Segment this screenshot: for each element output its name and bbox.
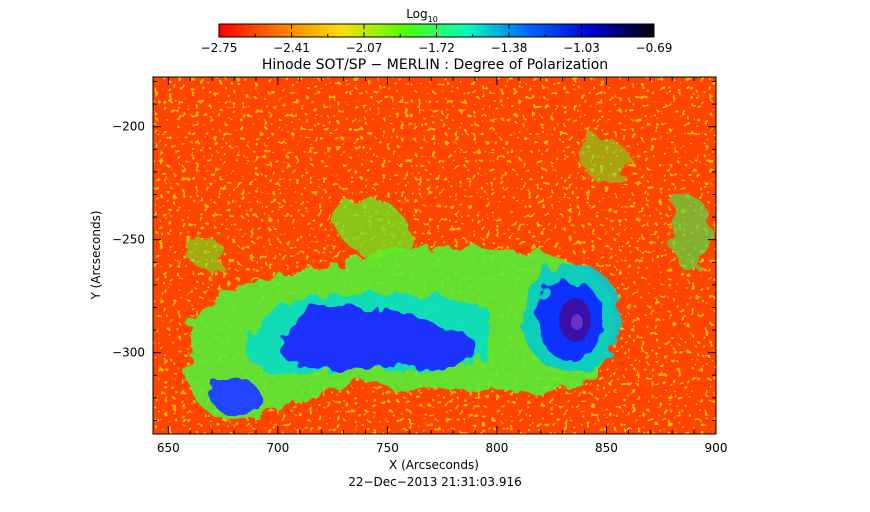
plage-halo-upper xyxy=(330,197,411,261)
x-axis-label: X (Arcseconds) xyxy=(389,458,479,472)
x-tick-label: 850 xyxy=(595,441,618,455)
network-top xyxy=(578,136,631,184)
timestamp: 22−Dec−2013 21:31:03.916 xyxy=(348,475,522,489)
colorbar: Log10 −2.75 −2.41 −2.07 −1.72 −1.38 −1.03 −0.6… xyxy=(201,7,673,55)
colorbar-label: Log10 xyxy=(406,7,438,24)
y-tick-label: −200 xyxy=(112,120,145,134)
colorbar-tick-label: −2.07 xyxy=(346,41,383,55)
colorbar-tick-label: −1.03 xyxy=(563,41,600,55)
plage-blue-lower xyxy=(210,376,261,417)
y-axis-label: Y (Arcseconds) xyxy=(89,210,103,300)
chart-title: Hinode SOT/SP − MERLIN : Degree of Polar… xyxy=(262,57,608,73)
colorbar-label-subscript: 10 xyxy=(428,15,438,24)
x-tick-label: 750 xyxy=(376,441,399,455)
x-tick-label: 700 xyxy=(266,441,289,455)
x-tick-label: 900 xyxy=(705,441,728,455)
x-tick-label: 650 xyxy=(157,441,180,455)
colorbar-ticks: −2.75 −2.41 −2.07 −1.72 −1.38 −1.03 −0.69 xyxy=(201,24,673,55)
x-tick-label: 800 xyxy=(485,441,508,455)
colorbar-tick-label: −1.72 xyxy=(418,41,455,55)
heatmap-image xyxy=(153,77,716,434)
y-axis: −200 −250 −300 xyxy=(112,81,716,421)
network-regions xyxy=(185,136,713,421)
colorbar-tick-label: −1.38 xyxy=(491,41,528,55)
network-left xyxy=(185,235,225,271)
y-tick-label: −250 xyxy=(112,233,145,247)
plage-halo-right xyxy=(668,196,713,271)
x-axis: 650 700 750 800 850 900 xyxy=(157,77,728,455)
plot-frame xyxy=(152,76,717,435)
sunspot-core xyxy=(571,314,583,330)
colorbar-tick-label: −0.69 xyxy=(636,41,673,55)
plage-blue xyxy=(281,305,479,370)
colorbar-tick-label: −2.75 xyxy=(201,41,238,55)
y-tick-label: −300 xyxy=(112,346,145,360)
colorbar-tick-label: −2.41 xyxy=(273,41,310,55)
